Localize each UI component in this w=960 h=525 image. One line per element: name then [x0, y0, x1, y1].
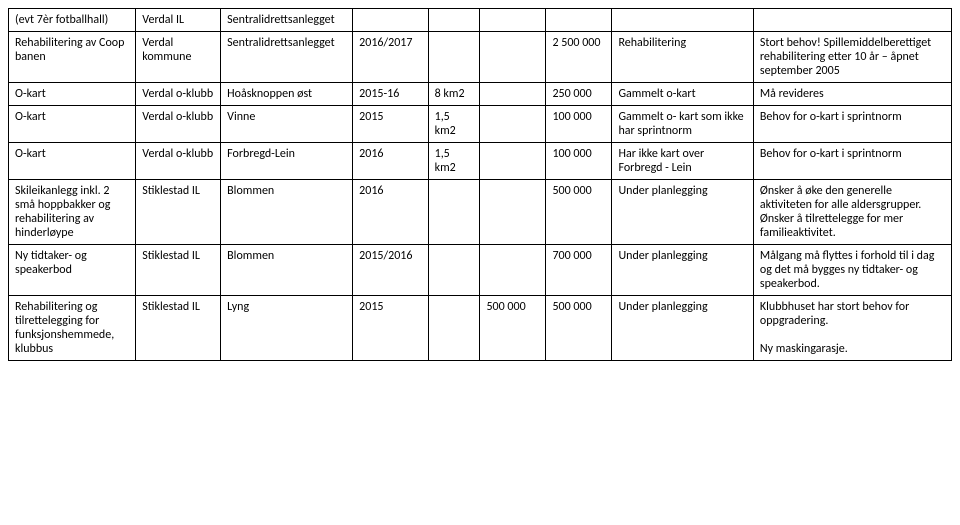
cell-amount2: 250 000: [546, 83, 612, 106]
facilities-table: (evt 7èr fotballhall) Verdal IL Sentrali…: [8, 8, 952, 361]
cell-status: Gammelt o-kart: [612, 83, 753, 106]
cell-facility: Skileikanlegg inkl. 2 små hoppbakker og …: [9, 180, 136, 245]
cell-amount1: [480, 83, 546, 106]
cell-status: Under planlegging: [612, 296, 753, 361]
cell-comment: Behov for o-kart i sprintnorm: [753, 143, 951, 180]
cell-status: Rehabilitering: [612, 32, 753, 83]
cell-status: Har ikke kart over Forbregd - Lein: [612, 143, 753, 180]
cell-amount1: [480, 106, 546, 143]
cell-owner: Verdal kommune: [136, 32, 221, 83]
cell-owner: Stiklestad IL: [136, 296, 221, 361]
cell-area: [428, 9, 480, 32]
cell-owner: Stiklestad IL: [136, 180, 221, 245]
cell-owner: Stiklestad IL: [136, 245, 221, 296]
cell-location: Sentralidrettsanlegget: [221, 32, 353, 83]
cell-amount1: [480, 245, 546, 296]
cell-area: 1,5 km2: [428, 143, 480, 180]
table-row: Rehabilitering av Coop banen Verdal komm…: [9, 32, 952, 83]
cell-status: [612, 9, 753, 32]
cell-year: [353, 9, 428, 32]
cell-status: Gammelt o- kart som ikke har sprintnorm: [612, 106, 753, 143]
cell-amount1: [480, 180, 546, 245]
cell-facility: O-kart: [9, 83, 136, 106]
cell-facility: Ny tidtaker- og speakerbod: [9, 245, 136, 296]
cell-area: 8 km2: [428, 83, 480, 106]
cell-area: [428, 32, 480, 83]
cell-comment: Målgang må flyttes i forhold til i dag o…: [753, 245, 951, 296]
cell-comment: Stort behov! Spillemiddelberettiget reha…: [753, 32, 951, 83]
cell-location: Sentralidrettsanlegget: [221, 9, 353, 32]
cell-year: 2016: [353, 180, 428, 245]
table-row: Skileikanlegg inkl. 2 små hoppbakker og …: [9, 180, 952, 245]
cell-amount1: 500 000: [480, 296, 546, 361]
cell-owner: Verdal o-klubb: [136, 143, 221, 180]
cell-year: 2015-16: [353, 83, 428, 106]
cell-location: Vinne: [221, 106, 353, 143]
cell-year: 2016: [353, 143, 428, 180]
cell-amount2: 700 000: [546, 245, 612, 296]
cell-owner: Verdal IL: [136, 9, 221, 32]
table-row: Rehabilitering og tilrettelegging for fu…: [9, 296, 952, 361]
table-row: O-kart Verdal o-klubb Forbregd-Lein 2016…: [9, 143, 952, 180]
cell-amount2: 500 000: [546, 296, 612, 361]
cell-amount1: [480, 32, 546, 83]
cell-amount2: 2 500 000: [546, 32, 612, 83]
cell-amount2: 100 000: [546, 143, 612, 180]
cell-comment: Klubbhuset har stort behov for oppgrader…: [753, 296, 951, 361]
cell-facility: O-kart: [9, 143, 136, 180]
cell-facility: O-kart: [9, 106, 136, 143]
cell-owner: Verdal o-klubb: [136, 83, 221, 106]
cell-status: Under planlegging: [612, 245, 753, 296]
cell-location: Blommen: [221, 180, 353, 245]
cell-area: [428, 180, 480, 245]
cell-comment: [753, 9, 951, 32]
table-row: O-kart Verdal o-klubb Hoåsknoppen øst 20…: [9, 83, 952, 106]
cell-area: 1,5 km2: [428, 106, 480, 143]
cell-location: Lyng: [221, 296, 353, 361]
cell-facility: Rehabilitering og tilrettelegging for fu…: [9, 296, 136, 361]
cell-owner: Verdal o-klubb: [136, 106, 221, 143]
cell-amount2: [546, 9, 612, 32]
table-row: (evt 7èr fotballhall) Verdal IL Sentrali…: [9, 9, 952, 32]
cell-area: [428, 296, 480, 361]
cell-comment: Behov for o-kart i sprintnorm: [753, 106, 951, 143]
table-row: Ny tidtaker- og speakerbod Stiklestad IL…: [9, 245, 952, 296]
cell-amount2: 500 000: [546, 180, 612, 245]
cell-year: 2015/2016: [353, 245, 428, 296]
cell-amount2: 100 000: [546, 106, 612, 143]
cell-amount1: [480, 9, 546, 32]
cell-location: Hoåsknoppen øst: [221, 83, 353, 106]
cell-location: Forbregd-Lein: [221, 143, 353, 180]
cell-amount1: [480, 143, 546, 180]
cell-comment: Må revideres: [753, 83, 951, 106]
cell-year: 2015: [353, 296, 428, 361]
cell-location: Blommen: [221, 245, 353, 296]
cell-facility: Rehabilitering av Coop banen: [9, 32, 136, 83]
table-body: (evt 7èr fotballhall) Verdal IL Sentrali…: [9, 9, 952, 361]
cell-facility: (evt 7èr fotballhall): [9, 9, 136, 32]
cell-year: 2015: [353, 106, 428, 143]
cell-comment: Ønsker å øke den generelle aktiviteten f…: [753, 180, 951, 245]
cell-year: 2016/2017: [353, 32, 428, 83]
table-row: O-kart Verdal o-klubb Vinne 2015 1,5 km2…: [9, 106, 952, 143]
cell-status: Under planlegging: [612, 180, 753, 245]
cell-area: [428, 245, 480, 296]
